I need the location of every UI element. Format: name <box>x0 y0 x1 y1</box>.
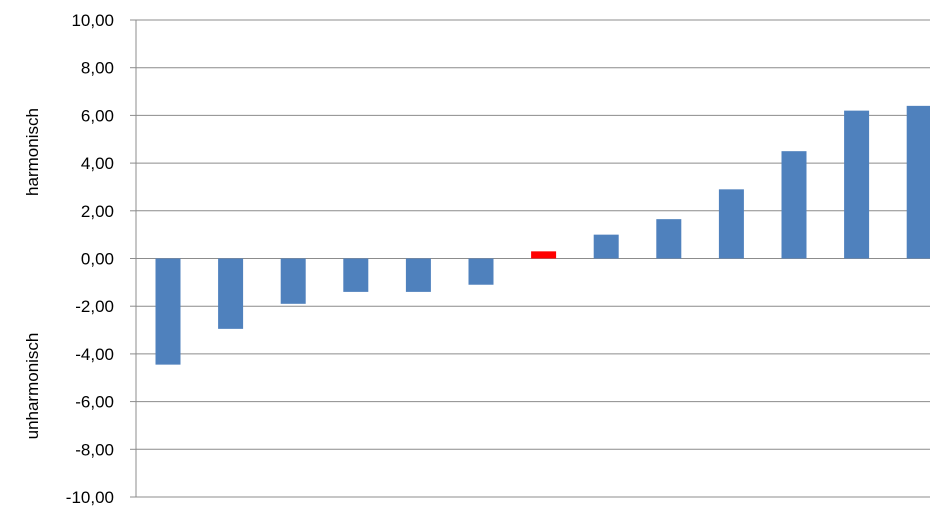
y-axis-label-unharmonisch: unharmonisch <box>23 333 42 440</box>
bar <box>593 234 619 259</box>
bar <box>468 258 494 285</box>
y-tick-label: 6,00 <box>81 106 114 125</box>
y-tick-label: 2,00 <box>81 202 114 221</box>
y-axis-label-harmonisch: harmonisch <box>23 108 42 196</box>
bar <box>906 105 930 259</box>
y-tick-label: -6,00 <box>75 393 114 412</box>
y-tick-label: 8,00 <box>81 59 114 78</box>
y-tick-label: -8,00 <box>75 440 114 459</box>
bar <box>844 110 870 259</box>
bar <box>218 258 244 329</box>
bar-highlighted <box>531 251 557 259</box>
bar <box>718 189 744 259</box>
y-tick-label: -4,00 <box>75 345 114 364</box>
y-tick-label: 10,00 <box>71 11 114 30</box>
bar <box>155 258 181 365</box>
bar <box>280 258 306 304</box>
bar <box>405 258 431 292</box>
bar <box>656 219 682 259</box>
y-tick-label: 0,00 <box>81 250 114 269</box>
y-tick-label: -10,00 <box>66 488 114 506</box>
bar <box>781 151 807 259</box>
bars <box>155 105 930 365</box>
y-tick-labels: 10,00 8,00 6,00 4,00 2,00 0,00 -2,00 -4,00 -6,00… <box>66 11 114 506</box>
y-tick-label: 4,00 <box>81 154 114 173</box>
y-tick-label: -2,00 <box>75 297 114 316</box>
bar <box>343 258 369 292</box>
gridlines <box>130 19 930 498</box>
